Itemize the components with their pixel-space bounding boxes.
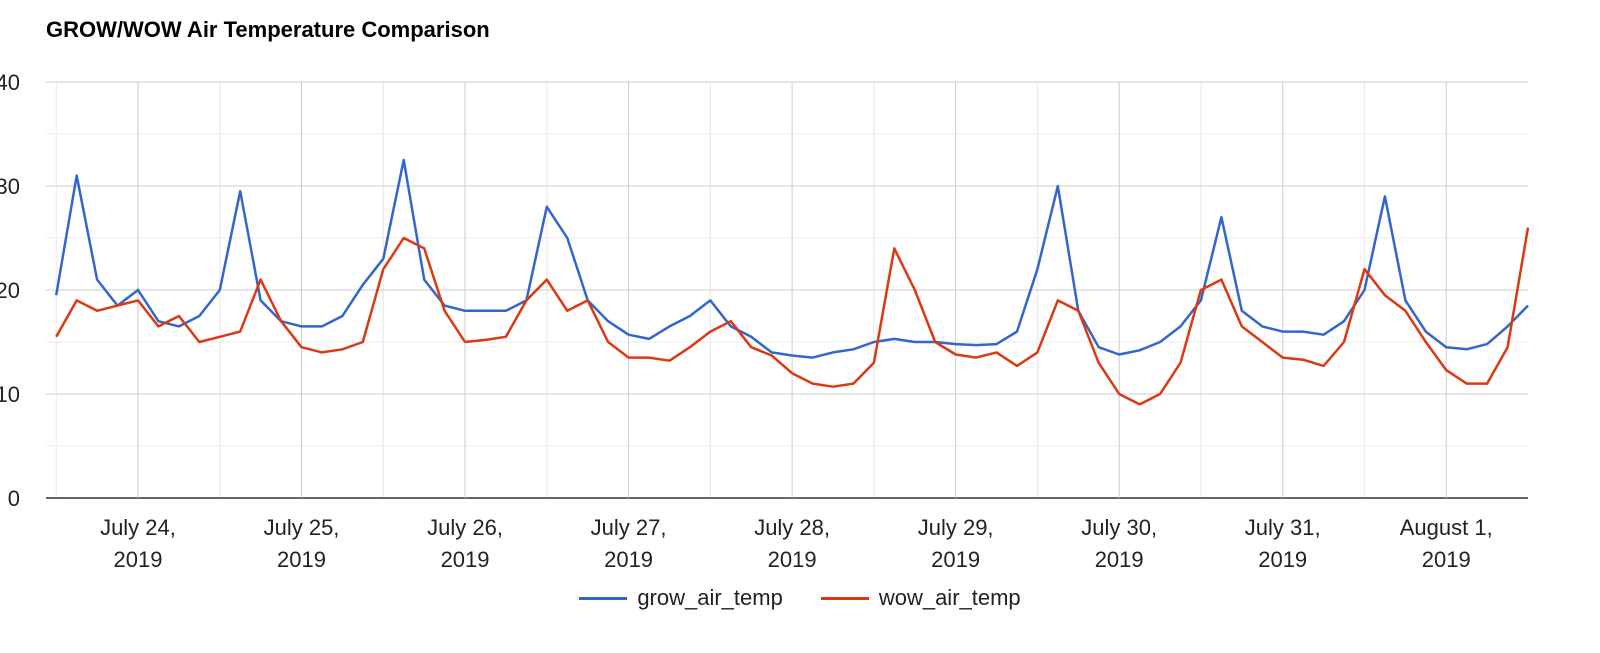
chart-title: GROW/WOW Air Temperature Comparison xyxy=(46,17,490,42)
y-tick-label: 30 xyxy=(0,174,20,199)
legend-swatch xyxy=(579,596,628,600)
x-tick-label: July 28, 2019 xyxy=(754,515,831,572)
legend-item: wow_air_temp xyxy=(820,585,1021,611)
legend-label: wow_air_temp xyxy=(878,585,1021,610)
y-tick-label: 40 xyxy=(0,70,20,95)
legend-swatch xyxy=(820,596,869,600)
series-line xyxy=(54,158,1529,359)
x-tick-label: July 25, 2019 xyxy=(263,515,340,572)
y-tick-label: 0 xyxy=(8,486,20,511)
series-line xyxy=(55,227,1530,406)
x-tick-label: August 1, 2019 xyxy=(1399,515,1493,572)
legend-label: grow_air_temp xyxy=(637,585,783,610)
y-tick-label: 20 xyxy=(0,278,20,303)
x-tick-label: July 26, 2019 xyxy=(427,515,503,572)
legend-item: grow_air_temp xyxy=(579,585,783,611)
x-tick-label: July 30, 2019 xyxy=(1081,515,1158,572)
y-tick-label: 10 xyxy=(0,382,20,407)
legend: grow_air_temp wow_air_temp xyxy=(0,585,1600,611)
x-tick-label: July 27, 2019 xyxy=(590,515,667,572)
x-tick-label: July 24, 2019 xyxy=(100,515,176,572)
x-tick-label: July 31, 2019 xyxy=(1244,515,1321,572)
x-tick-label: July 29, 2019 xyxy=(917,515,994,572)
